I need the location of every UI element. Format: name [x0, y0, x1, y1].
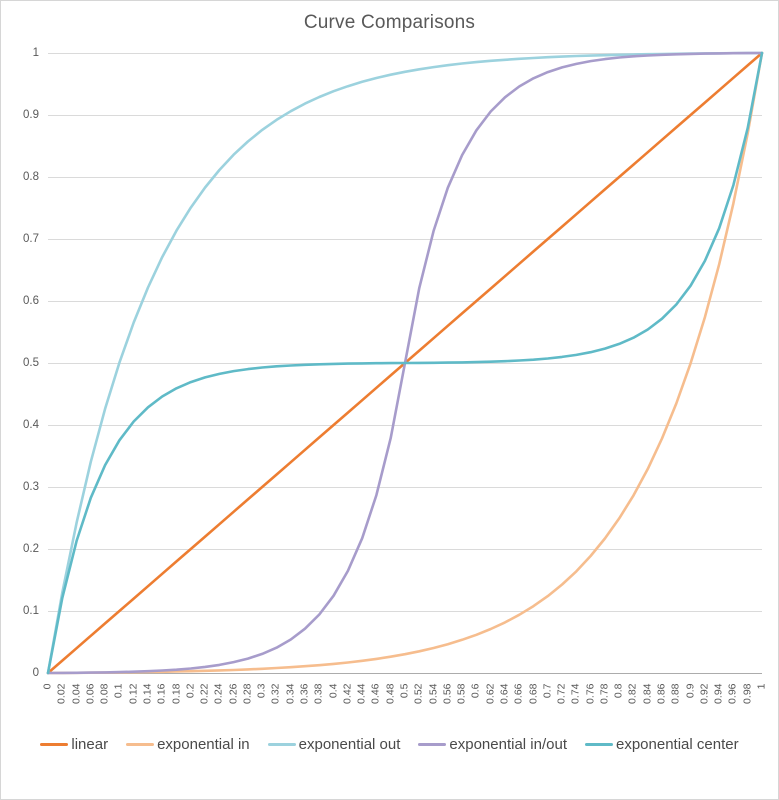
x-axis-label: 0.46	[369, 683, 382, 704]
y-axis-label: 0.8	[23, 171, 39, 183]
x-axis-label: 0.36	[298, 683, 311, 704]
series-line-exponential-out	[46, 51, 764, 675]
x-axis-label: 0.92	[698, 683, 711, 704]
x-axis-label: 0.02	[55, 683, 68, 704]
x-axis-label: 0.56	[441, 683, 454, 704]
x-axis-label: 0.8	[612, 683, 625, 699]
chart-title: Curve Comparisons	[303, 12, 476, 33]
x-axis-label: 0.9	[684, 683, 697, 699]
x-axis-label: 0.32	[269, 683, 282, 704]
series-lines	[46, 51, 764, 675]
x-axis-label: 0.7	[541, 683, 554, 699]
x-axis-label: 0	[41, 683, 54, 690]
x-axis-label: 0.04	[70, 683, 83, 704]
x-axis-label: 0.12	[127, 683, 140, 704]
x-axis-label: 0.52	[412, 683, 425, 704]
legend-item[interactable]: exponential in/out	[418, 736, 567, 753]
x-axis-label: 0.68	[527, 683, 540, 704]
legend-label: linear	[71, 736, 109, 753]
legend-label: exponential in	[157, 736, 250, 753]
y-axis-label: 0.1	[23, 605, 39, 617]
x-axis-label: 0.18	[170, 683, 183, 704]
legend-label: exponential in/out	[449, 736, 567, 753]
x-axis-label: 0.06	[84, 683, 97, 704]
x-axis-label: 0.58	[455, 683, 468, 704]
gridline	[48, 301, 762, 302]
x-axis-label: 0.54	[427, 683, 440, 704]
gridline	[48, 487, 762, 488]
x-axis-label: 0.26	[227, 683, 240, 704]
x-axis-label: 0.1	[112, 683, 125, 699]
series-line-exponential-center	[46, 51, 764, 675]
gridline	[48, 239, 762, 240]
gridline	[48, 611, 762, 612]
x-axis-label: 0.22	[198, 683, 211, 704]
x-axis-label: 0.94	[712, 683, 725, 704]
y-axis-label: 0.9	[23, 109, 39, 121]
legend-label: exponential out	[298, 736, 401, 753]
x-axis-label: 0.08	[98, 683, 111, 704]
plot-area[interactable]	[46, 51, 764, 675]
x-axis-label: 0.2	[184, 683, 197, 699]
legend-item[interactable]: exponential out	[267, 736, 401, 753]
x-axis-label: 0.62	[484, 683, 497, 704]
y-axis-label: 0.3	[23, 481, 39, 493]
legend-marker-icon	[40, 742, 69, 747]
legend-marker-icon	[126, 742, 155, 747]
x-axis-label: 0.6	[469, 683, 482, 699]
legend-marker-icon	[585, 742, 613, 747]
legend-item[interactable]: linear	[40, 736, 108, 753]
legend-label: exponential center	[616, 736, 739, 753]
x-axis-label: 0.86	[655, 683, 668, 704]
x-axis-label: 0.98	[741, 683, 754, 704]
x-axis-line	[48, 673, 762, 674]
x-axis-label: 0.34	[284, 683, 297, 704]
y-axis-label: 0.7	[23, 233, 39, 245]
x-axis-label: 0.96	[726, 683, 739, 704]
gridline	[48, 549, 762, 550]
legend-marker-icon	[418, 742, 447, 747]
series-line-exponential-in	[46, 51, 764, 675]
x-axis-label: 0.38	[312, 683, 325, 704]
x-axis-label: 0.42	[341, 683, 354, 704]
y-axis-label: 0	[32, 667, 39, 679]
y-axis-label: 1	[32, 47, 39, 59]
x-axis-label: 1	[755, 683, 768, 690]
gridline	[48, 115, 762, 116]
legend-item[interactable]: exponential center	[585, 736, 739, 753]
x-axis-label: 0.4	[327, 683, 340, 699]
gridline	[48, 53, 762, 54]
x-axis-label: 0.28	[241, 683, 254, 704]
x-axis-label: 0.78	[598, 683, 611, 704]
x-axis-label: 0.84	[641, 683, 654, 704]
x-axis-label: 0.24	[212, 683, 225, 704]
legend-item[interactable]: exponential in	[126, 736, 250, 753]
x-axis-label: 0.72	[555, 683, 568, 704]
legend-marker-icon	[267, 742, 296, 747]
x-axis-label: 0.82	[626, 683, 639, 704]
x-axis-label: 0.74	[569, 683, 582, 704]
y-axis-label: 0.2	[23, 543, 39, 555]
legend: linear exponential in exponential out expon…	[1, 736, 778, 753]
x-axis-label: 0.3	[255, 683, 268, 699]
x-axis-label: 0.64	[498, 683, 511, 704]
x-axis-label: 0.16	[155, 683, 168, 704]
x-axis-label: 0.76	[584, 683, 597, 704]
x-axis-label: 0.66	[512, 683, 525, 704]
y-axis-label: 0.5	[23, 357, 39, 369]
x-axis-label: 0.5	[398, 683, 411, 699]
y-axis-label: 0.6	[23, 295, 39, 307]
gridline	[48, 177, 762, 178]
y-axis-label: 0.4	[23, 419, 39, 431]
x-axis-label: 0.48	[384, 683, 397, 704]
x-axis-label: 0.14	[141, 683, 154, 704]
x-axis-label: 0.88	[669, 683, 682, 704]
gridline	[48, 425, 762, 426]
x-axis-label: 0.44	[355, 683, 368, 704]
